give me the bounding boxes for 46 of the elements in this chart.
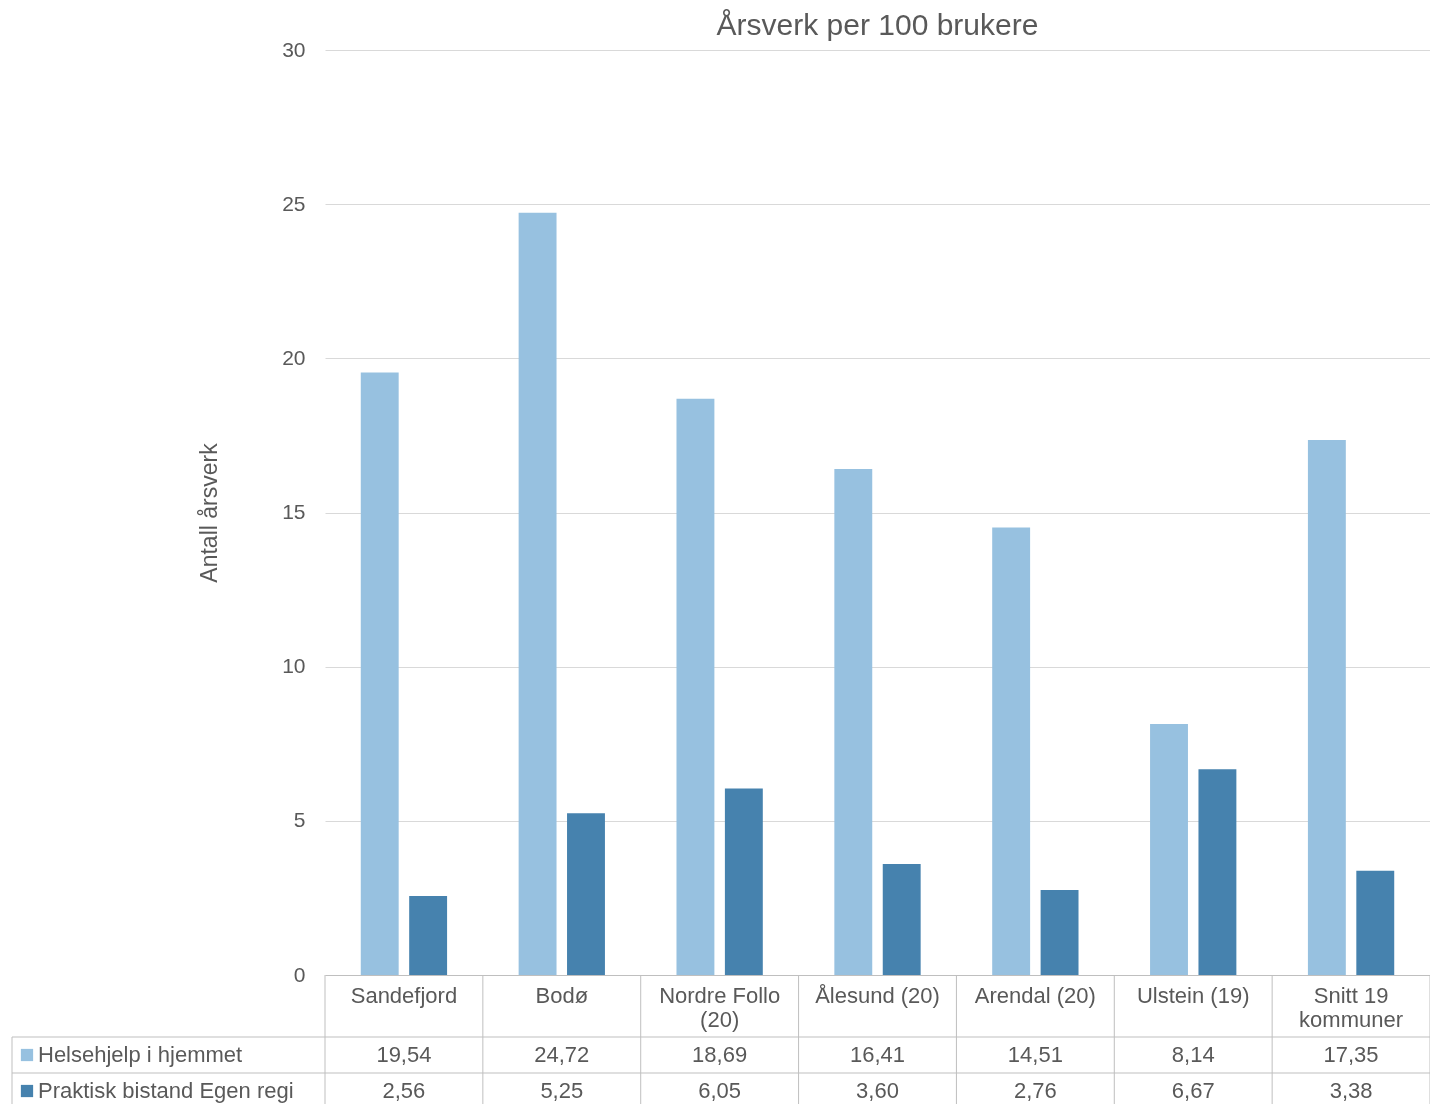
bar xyxy=(1150,724,1188,975)
x-tick-label: Bodø xyxy=(535,982,589,1008)
data-label: 8,14 xyxy=(1171,1042,1215,1067)
data-label: 5,25 xyxy=(540,1078,584,1103)
data-label: 19,54 xyxy=(376,1042,432,1067)
bar xyxy=(1356,870,1395,975)
bar xyxy=(360,372,399,975)
y-tick-label: 0 xyxy=(293,962,306,986)
bar xyxy=(676,398,715,975)
x-tick-label: Arendal (20) xyxy=(974,982,1096,1008)
y-tick-label: 10 xyxy=(282,654,306,678)
bar xyxy=(518,212,557,975)
bar xyxy=(1198,769,1237,975)
x-tick-label: Nordre Follo (20) xyxy=(659,982,781,1032)
bar xyxy=(1307,440,1346,975)
data-label: 18,69 xyxy=(692,1042,748,1067)
data-label: 2,56 xyxy=(382,1078,426,1103)
data-label: 17,35 xyxy=(1323,1042,1379,1067)
y-tick-label: 15 xyxy=(282,500,306,523)
y-tick-label: 25 xyxy=(282,191,306,215)
legend-label: Helsehjelp i hjemmet xyxy=(38,1042,243,1067)
bar xyxy=(1040,889,1079,975)
bar xyxy=(882,864,921,975)
data-label: 14,51 xyxy=(1007,1042,1063,1067)
bar xyxy=(567,813,605,975)
bar xyxy=(724,788,763,975)
data-label: 24,72 xyxy=(534,1042,590,1067)
data-label: 2,76 xyxy=(1013,1078,1057,1103)
data-label: 16,41 xyxy=(849,1042,906,1067)
x-tick-label: Ulstein (19) xyxy=(1136,982,1250,1008)
y-tick-label: 20 xyxy=(282,345,306,369)
legend-label: Praktisk bistand Egen regi xyxy=(38,1078,294,1103)
y-axis-title: Antall årsverk xyxy=(196,442,223,583)
data-label: 6,67 xyxy=(1171,1078,1215,1103)
y-tick-label: 5 xyxy=(293,808,306,832)
chart-title: Årsverk per 100 brukere xyxy=(716,8,1039,41)
data-label: 3,60 xyxy=(856,1078,899,1103)
bar xyxy=(409,896,448,975)
data-label: 6,05 xyxy=(698,1078,742,1103)
bar xyxy=(992,527,1031,975)
x-tick-label: Snitt 19 kommuner xyxy=(1299,982,1404,1032)
x-tick-label: Ålesund (20) xyxy=(815,982,940,1008)
y-tick-label: 30 xyxy=(282,37,306,61)
x-tick-label: Sandefjord xyxy=(350,982,458,1008)
bar xyxy=(834,469,873,975)
data-label: 3,38 xyxy=(1329,1078,1373,1103)
